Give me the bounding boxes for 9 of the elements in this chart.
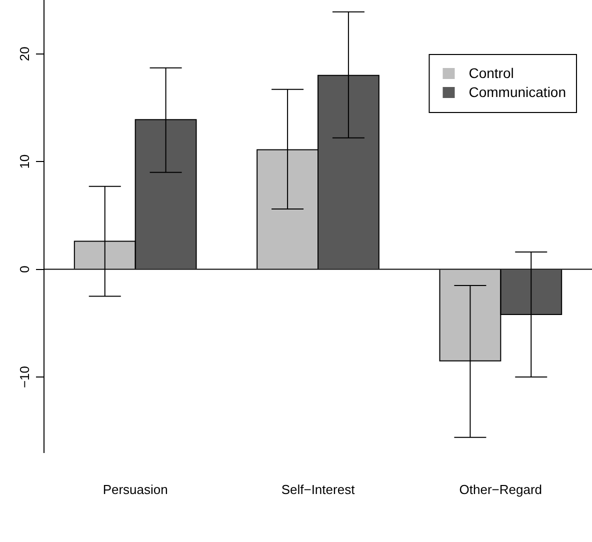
legend-label: Communication bbox=[468, 84, 566, 100]
y-tick-label: 10 bbox=[17, 154, 32, 169]
y-tick-label: 0 bbox=[17, 266, 32, 273]
x-tick-label: Persuasion bbox=[102, 482, 168, 497]
x-tick-label: Self−Interest bbox=[281, 482, 356, 497]
y-tick-label: −10 bbox=[17, 366, 32, 388]
x-tick-label: Other−Regard bbox=[459, 482, 542, 497]
y-tick-label: 20 bbox=[17, 46, 32, 62]
legend-label: Control bbox=[468, 64, 514, 81]
